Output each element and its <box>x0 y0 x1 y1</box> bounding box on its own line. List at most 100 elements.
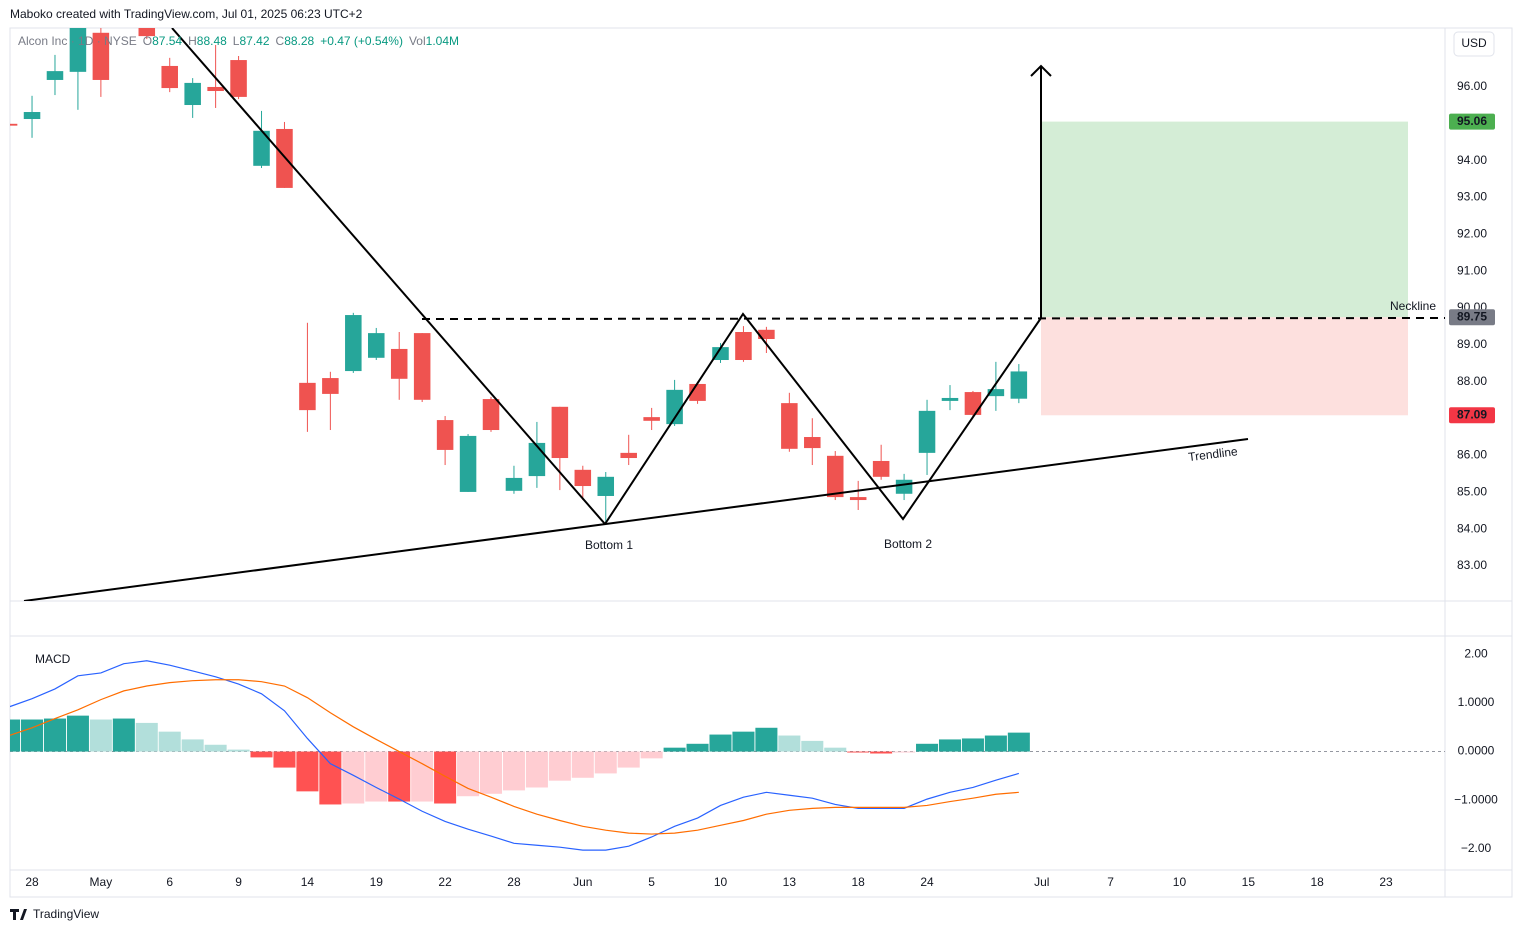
candle-body <box>413 333 431 400</box>
price-label: 87.09 <box>1457 407 1487 421</box>
legend-item: C88.28 <box>276 34 315 48</box>
candle-body <box>299 382 316 411</box>
target-zone <box>1041 121 1408 318</box>
histogram-bar <box>502 751 525 791</box>
histogram-bar <box>296 751 319 792</box>
legend-item: +0.47 (+0.54%) <box>320 34 403 48</box>
histogram-bar <box>342 751 365 804</box>
candle-body <box>436 420 454 450</box>
x-tick-label: Jul <box>1034 875 1049 889</box>
trendline <box>23 438 1249 601</box>
histogram-bar <box>181 739 204 752</box>
candle-body <box>368 333 385 358</box>
legend-key: L <box>232 34 240 48</box>
candle-body <box>207 86 224 92</box>
arrow-head <box>1030 64 1052 77</box>
header: Maboko created with TradingView.com, Jul… <box>10 7 363 21</box>
candle-body <box>712 347 729 361</box>
legend-item: O87.54 <box>143 34 182 48</box>
legend-title: Alcon Inc · 1D · NYSE <box>18 34 137 48</box>
histogram-bar <box>21 719 44 752</box>
candle-body <box>758 329 775 340</box>
candle-body <box>322 378 339 394</box>
histogram-bar <box>388 751 411 802</box>
x-tick-label: 10 <box>1173 875 1187 889</box>
candle-body <box>230 60 247 97</box>
y-tick-label: 92.00 <box>1457 227 1487 241</box>
x-tick-label: Jun <box>573 875 592 889</box>
candle-body <box>184 82 201 106</box>
candle-body <box>46 71 64 80</box>
histogram-bar <box>204 744 227 752</box>
histogram-bar <box>89 719 112 752</box>
candle-body <box>574 469 592 487</box>
y-tick-label: 83.00 <box>1457 558 1487 572</box>
histogram-bar <box>227 749 250 752</box>
candle-body <box>643 417 660 421</box>
annotation: Neckline <box>1390 299 1436 313</box>
candle-body <box>918 410 936 453</box>
histogram-bar <box>479 751 503 794</box>
candle-body <box>551 406 569 459</box>
histogram-bar <box>571 751 594 778</box>
y-tick-label: −1.0000 <box>1454 792 1498 806</box>
candle-body <box>804 437 821 449</box>
y-tick-label: 88.00 <box>1457 374 1487 388</box>
candle-body <box>10 123 18 126</box>
x-tick-label: 15 <box>1242 875 1256 889</box>
y-tick-label: 93.00 <box>1457 190 1487 204</box>
candle-body <box>92 32 110 80</box>
candle-body <box>597 476 615 496</box>
candle-body <box>987 389 1005 397</box>
y-tick-label: 1.0000 <box>1458 695 1495 709</box>
legend-key: Vol <box>408 34 426 48</box>
candle-body <box>941 397 959 401</box>
annotation: Bottom 1 <box>585 538 633 552</box>
x-tick-label: 24 <box>920 875 934 889</box>
x-tick-label: 10 <box>714 875 728 889</box>
currency[interactable]: USD <box>1461 36 1487 50</box>
logo: TradingView <box>10 907 99 921</box>
histogram-bar <box>158 731 181 752</box>
candle-body <box>872 460 890 477</box>
histogram-bar <box>273 751 296 768</box>
y-tick-label: 85.00 <box>1457 484 1487 498</box>
price-label-bg <box>1449 407 1495 424</box>
legend-item: Vol1.04M <box>409 34 459 48</box>
y-tick-label: 94.00 <box>1457 153 1487 167</box>
legend-value: 87.42 <box>239 34 270 48</box>
candle-body <box>895 479 913 494</box>
y-tick-label: −2.00 <box>1461 841 1492 855</box>
annotation: Trendline <box>1187 444 1238 464</box>
legend: Alcon Inc · 1D · NYSE O87.54 H88.48 L87.42… <box>18 34 459 48</box>
histogram-bar <box>66 715 89 752</box>
histogram-bar <box>457 751 480 797</box>
x-tick-label: May <box>90 875 113 889</box>
legend-key: O <box>142 34 153 48</box>
w-pattern <box>604 312 1042 525</box>
price-label: 95.06 <box>1457 114 1487 128</box>
histogram-bar <box>617 751 640 768</box>
candle-body <box>138 28 156 37</box>
drawings <box>23 28 1445 601</box>
frame <box>9 27 1513 898</box>
candle-body <box>666 389 683 425</box>
price-label-bg <box>1449 309 1495 326</box>
downtrend-line <box>171 28 606 525</box>
y-tick-label: 0.0000 <box>1458 744 1495 758</box>
candle-body <box>964 392 982 415</box>
histogram-bar <box>893 751 916 753</box>
histogram-bar <box>870 751 893 754</box>
histogram-bar <box>961 738 984 752</box>
histogram-bar <box>824 747 847 752</box>
histogram-bar <box>686 743 709 752</box>
legend-key: H <box>188 34 197 48</box>
x-tick-label: 19 <box>370 875 384 889</box>
legend-item: L87.42 <box>233 34 270 48</box>
currency-button[interactable] <box>1453 31 1495 57</box>
y-tick-label: 2.00 <box>1464 647 1488 661</box>
x-tick-label: 6 <box>166 875 173 889</box>
histogram-bar <box>778 735 801 752</box>
candle-body <box>1010 371 1028 399</box>
